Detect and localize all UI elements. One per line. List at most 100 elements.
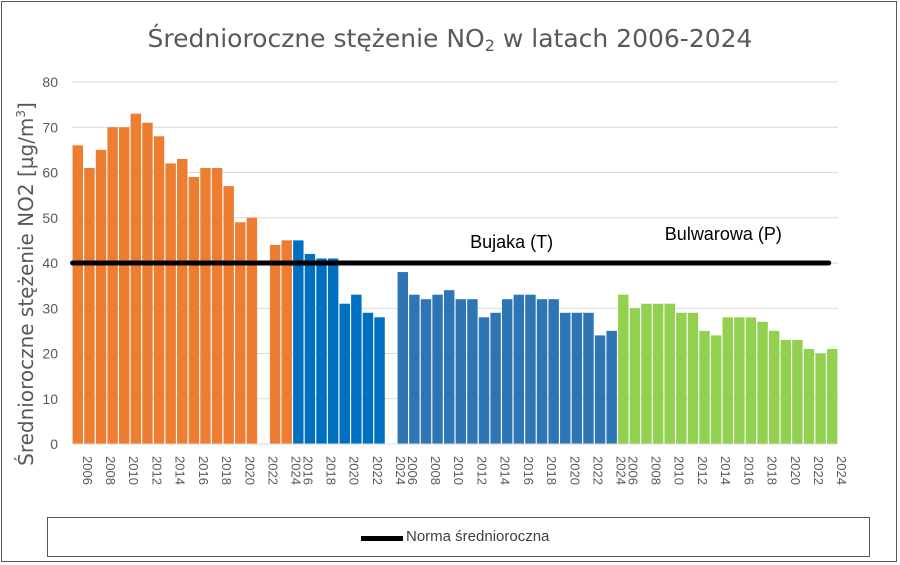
x-tick-label: 2006 <box>80 456 95 485</box>
bar <box>119 127 130 444</box>
bar <box>223 186 234 444</box>
bar <box>525 294 536 444</box>
bar <box>95 149 107 444</box>
bar <box>165 163 176 444</box>
bar <box>826 348 838 444</box>
bar <box>745 317 757 444</box>
bar <box>734 317 745 444</box>
bar-chart: 0 10 20 30 40 50 60 70 80 2006 2008 2010 2012 2014 201… <box>42 74 849 485</box>
bar <box>107 127 118 444</box>
x-tick-label: 2014 <box>498 456 513 485</box>
bar <box>455 299 467 444</box>
series-name-label: Bujaka (T) <box>470 232 553 252</box>
x-tick-label: 2014 <box>173 456 188 485</box>
x-tick-label: 2016 <box>521 456 536 485</box>
bar <box>84 167 95 444</box>
bar <box>815 353 826 444</box>
bar <box>142 122 153 444</box>
bar <box>618 294 629 444</box>
x-tick-label: 2018 <box>219 456 234 485</box>
x-tick-label: 2024 <box>289 456 304 485</box>
bar <box>443 290 455 444</box>
legend: Norma średnioroczna <box>47 517 870 557</box>
bar <box>177 158 188 445</box>
bar <box>281 240 292 444</box>
bar <box>235 222 246 444</box>
x-tick-label: 2012 <box>149 456 164 485</box>
bar <box>513 294 525 444</box>
bar <box>327 258 339 444</box>
y-tick-label: 30 <box>42 300 58 316</box>
y-tick-label: 60 <box>42 165 58 181</box>
bar <box>339 303 350 444</box>
x-tick-label: 2016 <box>196 456 211 485</box>
bar <box>153 136 165 445</box>
x-tick-label: 2008 <box>428 456 443 485</box>
chart-title: Średnioroczne stężenie NO2 w latach 2006… <box>147 24 753 55</box>
bar <box>548 299 559 444</box>
y-tick-label: 40 <box>42 255 58 271</box>
x-tick-label: 2020 <box>788 456 803 485</box>
x-tick-label: 2016 <box>741 456 756 485</box>
bar <box>316 258 327 444</box>
x-tick-label: 2012 <box>695 456 710 485</box>
x-tick-label: 2022 <box>811 456 826 485</box>
bar <box>757 321 768 444</box>
x-tick-label: 2006 <box>625 456 640 485</box>
legend-norm-label: Norma średnioroczna <box>406 528 550 545</box>
bar <box>478 317 490 444</box>
x-tick-label: 2024 <box>614 456 629 485</box>
legend-norm-line-icon <box>361 536 403 541</box>
bar <box>200 167 211 444</box>
x-tick-label: 2018 <box>324 456 339 485</box>
bar <box>699 330 710 444</box>
bar <box>803 348 815 444</box>
bar <box>362 312 374 444</box>
x-tick-label: 2018 <box>544 456 559 485</box>
x-tick-label: 2020 <box>242 456 257 485</box>
bar <box>560 312 571 444</box>
bar <box>409 294 420 444</box>
bar <box>710 335 722 444</box>
y-tick-label: 10 <box>42 391 58 407</box>
bar <box>792 339 803 444</box>
x-tick-label: 2006 <box>405 456 420 485</box>
y-tick-label: 0 <box>50 436 58 452</box>
x-tick-label: 2020 <box>347 456 362 485</box>
bar <box>641 303 652 444</box>
bar <box>374 317 385 444</box>
x-tick-label: 2010 <box>451 456 466 485</box>
y-tick-label: 50 <box>42 210 58 226</box>
y-tick-label: 80 <box>42 74 58 90</box>
x-tick-label: 2010 <box>126 456 141 485</box>
bar <box>432 294 443 444</box>
bar <box>293 240 304 444</box>
x-tick-label: 2014 <box>718 456 733 485</box>
bar <box>467 299 478 444</box>
bar <box>652 303 664 444</box>
bar <box>304 253 316 444</box>
bar <box>188 177 200 444</box>
bar <box>606 330 617 444</box>
x-tick-label: 2022 <box>590 456 605 485</box>
bar <box>768 330 780 444</box>
bar <box>664 303 675 444</box>
bar <box>594 335 606 444</box>
x-tick-label: 2016 <box>300 456 315 485</box>
bar <box>351 294 362 444</box>
bar <box>211 167 223 444</box>
bar <box>502 299 513 444</box>
x-tick-label: 2018 <box>765 456 780 485</box>
bar <box>490 312 501 444</box>
x-tick-label: 2008 <box>649 456 664 485</box>
x-tick-label: 2010 <box>672 456 687 485</box>
bar <box>676 312 687 444</box>
x-tick-label: 2020 <box>567 456 582 485</box>
x-tick-label: 2022 <box>370 456 385 485</box>
bar <box>269 244 281 444</box>
x-tick-label: 2024 <box>393 456 408 485</box>
bar <box>72 145 84 444</box>
bar <box>629 308 641 444</box>
x-tick-label: 2012 <box>474 456 489 485</box>
x-tick-label: 2022 <box>266 456 281 485</box>
